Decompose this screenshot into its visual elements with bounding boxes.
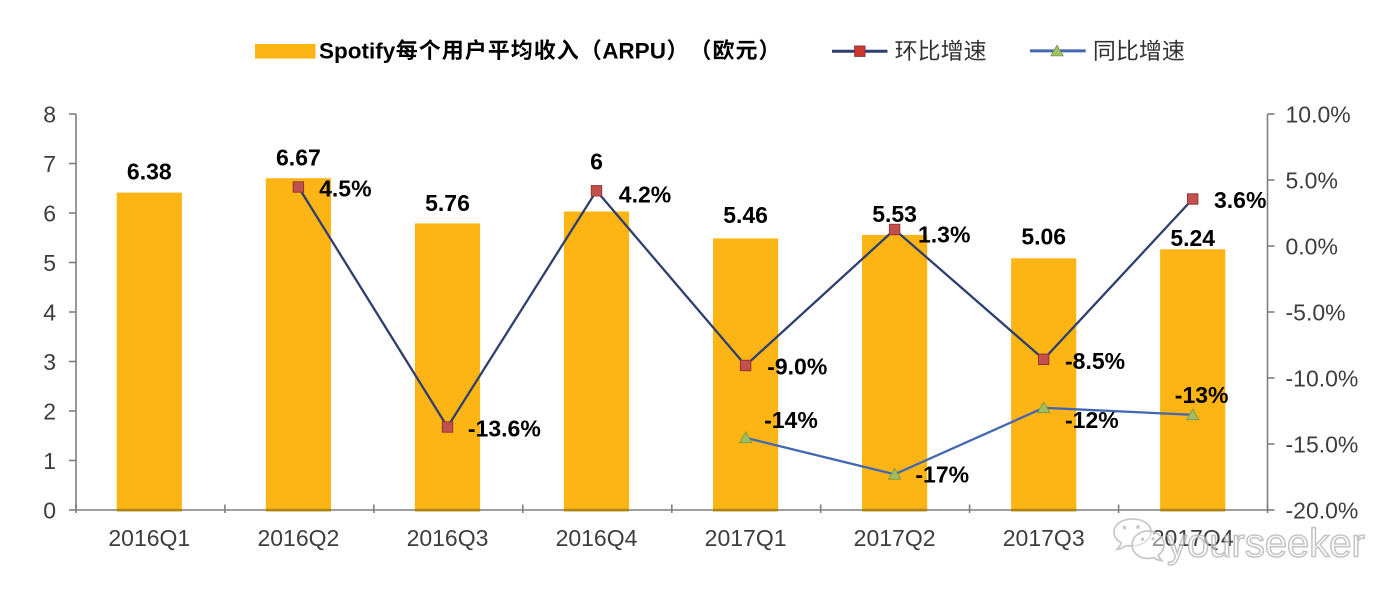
svg-text:ARPU: ARPU xyxy=(602,38,666,63)
svg-text:-17%: -17% xyxy=(915,461,969,487)
svg-text:6: 6 xyxy=(590,148,603,174)
svg-text:6.38: 6.38 xyxy=(127,159,172,185)
svg-text:-12%: -12% xyxy=(1065,407,1119,433)
svg-text:-14%: -14% xyxy=(764,407,818,433)
svg-text:5.76: 5.76 xyxy=(425,190,470,216)
svg-text:2016Q1: 2016Q1 xyxy=(108,525,190,551)
svg-text:1.3%: 1.3% xyxy=(918,222,970,248)
svg-text:2017Q1: 2017Q1 xyxy=(705,525,787,551)
svg-text:yourseeker: yourseeker xyxy=(1167,522,1365,566)
svg-text:5: 5 xyxy=(43,250,56,276)
svg-text:2016Q2: 2016Q2 xyxy=(257,525,339,551)
svg-text:6.67: 6.67 xyxy=(276,145,321,171)
svg-text:2017Q4: 2017Q4 xyxy=(1152,525,1234,551)
svg-text:0: 0 xyxy=(43,497,56,523)
svg-text:7: 7 xyxy=(43,151,56,177)
svg-text:-15.0%: -15.0% xyxy=(1286,431,1359,457)
svg-text:6: 6 xyxy=(43,200,56,226)
svg-text:4: 4 xyxy=(43,299,56,325)
svg-text:5.53: 5.53 xyxy=(872,201,917,227)
svg-text:0.0%: 0.0% xyxy=(1286,233,1338,259)
svg-text:-8.5%: -8.5% xyxy=(1065,348,1125,374)
svg-text:2016Q3: 2016Q3 xyxy=(407,525,489,551)
svg-text:3: 3 xyxy=(43,349,56,375)
svg-text:-13%: -13% xyxy=(1175,382,1229,408)
svg-text:4.2%: 4.2% xyxy=(619,181,671,207)
svg-text:5.24: 5.24 xyxy=(1170,225,1215,251)
svg-text:-10.0%: -10.0% xyxy=(1286,365,1359,391)
svg-text:2017Q3: 2017Q3 xyxy=(1003,525,1085,551)
svg-text:Spotify: Spotify xyxy=(319,38,396,63)
svg-text:-5.0%: -5.0% xyxy=(1286,299,1346,325)
svg-text:4.5%: 4.5% xyxy=(319,176,371,202)
svg-text:2: 2 xyxy=(43,398,56,424)
svg-text:1: 1 xyxy=(43,448,56,474)
svg-text:5.46: 5.46 xyxy=(723,202,768,228)
svg-text:5.06: 5.06 xyxy=(1021,223,1066,249)
svg-text:10.0%: 10.0% xyxy=(1286,101,1351,127)
svg-text:5.0%: 5.0% xyxy=(1286,167,1338,193)
svg-text:3.6%: 3.6% xyxy=(1214,187,1266,213)
svg-text:2017Q2: 2017Q2 xyxy=(854,525,936,551)
svg-text:-20.0%: -20.0% xyxy=(1286,497,1359,523)
svg-text:2016Q4: 2016Q4 xyxy=(556,525,638,551)
svg-text:8: 8 xyxy=(43,101,56,127)
svg-text:-9.0%: -9.0% xyxy=(767,353,827,379)
svg-text:-13.6%: -13.6% xyxy=(468,415,541,441)
